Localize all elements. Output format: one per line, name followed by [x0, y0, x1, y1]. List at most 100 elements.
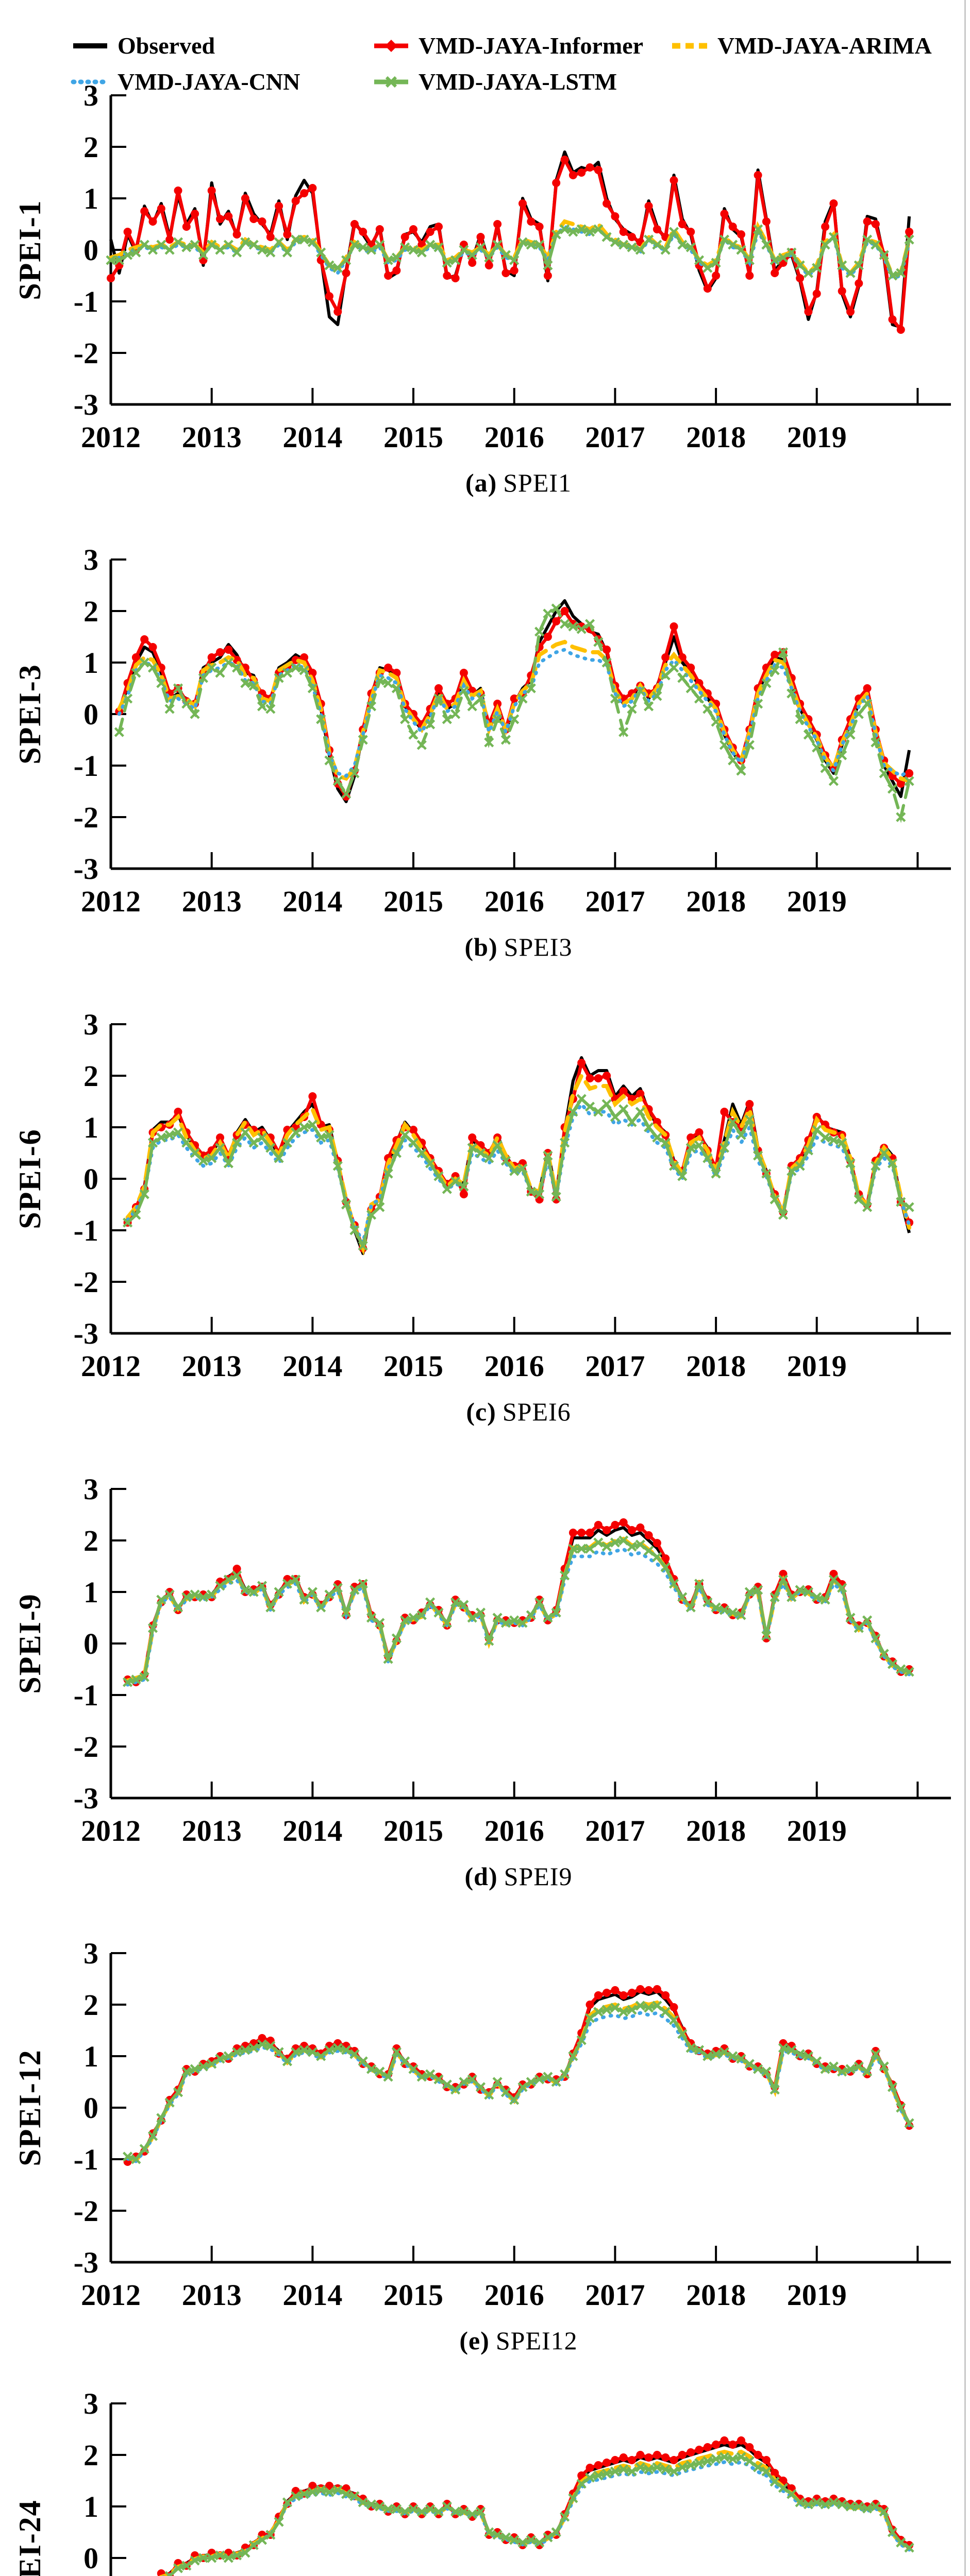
svg-text:1: 1 — [83, 2040, 98, 2073]
svg-text:3: 3 — [83, 1937, 98, 1970]
svg-text:2016: 2016 — [484, 2278, 544, 2312]
series-lstm-markers — [123, 2001, 914, 2164]
legend-label-lstm: VMD-JAYA-LSTM — [419, 69, 617, 95]
svg-text:2017: 2017 — [585, 1814, 645, 1848]
svg-text:-3: -3 — [74, 1317, 98, 1350]
svg-text:2015: 2015 — [383, 885, 443, 918]
svg-text:-2: -2 — [74, 2194, 98, 2228]
chart-canvas-spei9: -3 -2 -1 0 1 2 3 2012 2013 2014 2015 2016 2017 2018 20… — [13, 1472, 951, 1848]
svg-text:2: 2 — [83, 130, 98, 164]
svg-text:2014: 2014 — [282, 420, 342, 454]
svg-text:2013: 2013 — [182, 885, 242, 918]
series-observed — [126, 1056, 911, 1255]
series-lstm-markers — [164, 2452, 914, 2576]
svg-text:1: 1 — [83, 2490, 98, 2523]
caption-text: SPEI6 — [502, 1397, 571, 1426]
svg-text:2: 2 — [83, 1059, 98, 1093]
svg-text:1: 1 — [83, 1111, 98, 1144]
svg-text:-1: -1 — [74, 749, 98, 783]
svg-text:2019: 2019 — [787, 885, 847, 918]
svg-text:2: 2 — [83, 2438, 98, 2472]
svg-text:2013: 2013 — [182, 1814, 242, 1848]
series-informer — [126, 1987, 911, 2163]
caption-index: (c) — [466, 1397, 496, 1426]
svg-text:-2: -2 — [74, 336, 98, 370]
svg-text:2019: 2019 — [787, 2278, 847, 2312]
lstm-line-icon — [374, 76, 408, 88]
series-lstm — [127, 1539, 910, 1684]
svg-text:2012: 2012 — [81, 885, 141, 918]
svg-text:2018: 2018 — [686, 2278, 746, 2312]
svg-text:2013: 2013 — [182, 2278, 242, 2312]
series-informer — [159, 2438, 910, 2576]
svg-text:-2: -2 — [74, 801, 98, 834]
svg-text:2018: 2018 — [686, 885, 746, 918]
svg-text:2016: 2016 — [484, 1349, 544, 1383]
caption-spei9: (d) SPEI9 — [67, 1861, 970, 1891]
chart-canvas-spei6: -3 -2 -1 0 1 2 3 2012 2013 2014 2015 2016 2017 2018 20… — [13, 1008, 951, 1383]
svg-text:-1: -1 — [74, 2143, 98, 2176]
subplot-spei1: -3 -2 -1 0 1 2 3 2012 2013 2014 2015 2016 2017 2018 20… — [0, 0, 970, 497]
svg-text:2016: 2016 — [484, 885, 544, 918]
y-axis-title: SPEI-6 — [13, 1128, 47, 1229]
svg-text:2017: 2017 — [585, 1349, 645, 1383]
svg-text:0: 0 — [83, 1627, 98, 1660]
series-cnn — [161, 2460, 911, 2576]
svg-text:2: 2 — [83, 1524, 98, 1557]
series-cnn — [126, 2011, 911, 2164]
chart-canvas-spei3: -3 -2 -1 0 1 2 3 2012 2013 2014 2015 2016 2017 2018 20… — [13, 543, 951, 918]
caption-text: SPEI9 — [504, 1862, 573, 1891]
svg-text:2018: 2018 — [686, 1349, 746, 1383]
caption-index: (d) — [464, 1862, 498, 1891]
svg-text:2016: 2016 — [484, 1814, 544, 1848]
caption-index: (a) — [465, 468, 497, 497]
svg-text:2019: 2019 — [787, 1349, 847, 1383]
svg-text:3: 3 — [83, 543, 98, 577]
axes: -3-2-10123201220132014201520162017201820… — [13, 2387, 126, 2576]
series-lstm — [166, 2455, 910, 2576]
caption-index: (b) — [464, 933, 498, 961]
chart-canvas-spei12: -3 -2 -1 0 1 2 3 2012 2013 2014 2015 2016 2017 2018 20… — [13, 1937, 951, 2312]
svg-text:-2: -2 — [74, 1265, 98, 1299]
svg-text:2014: 2014 — [282, 1349, 342, 1383]
svg-text:2017: 2017 — [585, 420, 645, 454]
svg-text:3: 3 — [83, 79, 98, 112]
svg-text:2015: 2015 — [383, 1349, 443, 1383]
legend-label-cnn: VMD-JAYA-CNN — [118, 69, 300, 95]
series-lstm-markers — [106, 224, 914, 281]
svg-text:-2: -2 — [74, 1730, 98, 1764]
legend-label-arima: VMD-JAYA-ARIMA — [717, 32, 932, 59]
svg-text:0: 0 — [83, 698, 98, 731]
chart-canvas-spei24: -3-2-10123201220132014201520162017201820… — [13, 2387, 914, 2576]
caption-index: (e) — [459, 2326, 490, 2355]
series-arima — [125, 2000, 912, 2163]
caption-text: SPEI3 — [504, 933, 573, 961]
chart-canvas-spei1: -3 -2 -1 0 1 2 3 2012 2013 2014 2015 2016 2017 2018 20… — [13, 79, 951, 454]
series-observed — [109, 150, 911, 329]
series-informer-markers — [157, 2436, 914, 2576]
legend-item-cnn: VMD-JAYA-CNN — [71, 68, 300, 95]
svg-text:2017: 2017 — [585, 885, 645, 918]
y-axis-title: SPEI-1 — [13, 199, 47, 300]
legend-item-observed: Observed — [71, 32, 215, 59]
subplot-spei24: -3-2-10123201220132014201520162017201820… — [0, 2321, 970, 2576]
svg-text:-3: -3 — [74, 852, 98, 886]
svg-text:2013: 2013 — [182, 420, 242, 454]
series-informer-markers — [123, 1985, 914, 2166]
svg-text:0: 0 — [83, 1162, 98, 1196]
y-axis-title: SPEI-3 — [13, 664, 47, 764]
caption-spei6: (c) SPEI6 — [67, 1397, 970, 1427]
svg-text:2015: 2015 — [383, 1814, 443, 1848]
svg-text:2012: 2012 — [81, 1814, 141, 1848]
svg-text:2015: 2015 — [383, 420, 443, 454]
caption-spei1: (a) SPEI1 — [67, 468, 970, 498]
svg-text:2013: 2013 — [182, 1349, 242, 1383]
series-informer — [126, 1061, 911, 1250]
caption-text: SPEI1 — [503, 468, 572, 497]
legend-label-informer: VMD-JAYA-Informer — [419, 32, 644, 59]
informer-line-icon — [374, 39, 408, 52]
caption-text: SPEI12 — [495, 2326, 578, 2355]
series-informer — [127, 1520, 910, 1684]
svg-text:-1: -1 — [74, 1214, 98, 1247]
